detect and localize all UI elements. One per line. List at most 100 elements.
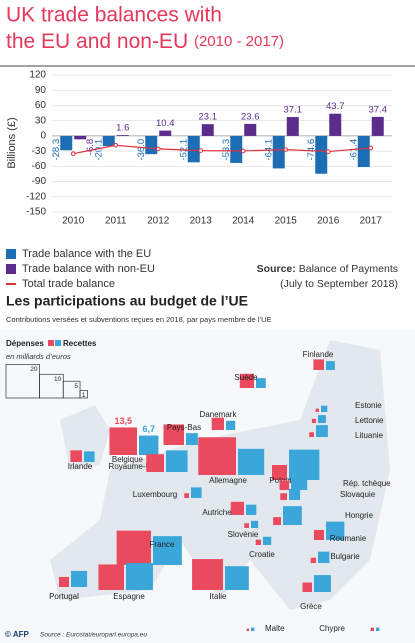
receipt-square bbox=[263, 536, 272, 545]
value-label: 23.6 bbox=[241, 111, 260, 122]
value-label: 13,5 bbox=[114, 416, 132, 426]
infographic-title: Les participations au budget de l’UE bbox=[6, 293, 248, 309]
country-label: Slovaquie bbox=[340, 490, 376, 499]
value-label: -53.3 bbox=[221, 139, 232, 161]
x-tick-label: 2014 bbox=[232, 216, 255, 227]
country-label: Pays-Bas bbox=[167, 423, 201, 432]
title-line: the EU and non-EU bbox=[6, 30, 188, 53]
size-legend-square bbox=[62, 380, 81, 399]
country-label: Finlande bbox=[303, 350, 334, 359]
y-tick-label: -120 bbox=[26, 191, 46, 202]
value-label: 10.4 bbox=[156, 118, 175, 129]
expense-square bbox=[280, 493, 287, 500]
total-point bbox=[368, 145, 374, 151]
y-tick-label: 90 bbox=[35, 85, 47, 96]
y-tick-label: -30 bbox=[32, 146, 47, 157]
unit-label: en milliards d’euros bbox=[6, 352, 71, 361]
legend-swatch bbox=[55, 340, 61, 346]
expense-square bbox=[98, 564, 124, 590]
value-label: 37.4 bbox=[369, 104, 388, 115]
legend-label: Trade balance with the EU bbox=[22, 248, 151, 260]
expense-square bbox=[315, 408, 319, 412]
size-legend-square bbox=[79, 390, 88, 399]
expense-square bbox=[116, 530, 151, 565]
total-point bbox=[198, 148, 204, 153]
country-label: Portugal bbox=[49, 592, 79, 601]
country-label: Royaume-Uni bbox=[109, 462, 158, 471]
legend-swatch bbox=[6, 264, 16, 274]
country-label: Danemark bbox=[200, 410, 238, 419]
expense-square bbox=[109, 427, 137, 455]
bar bbox=[201, 124, 214, 136]
receipt-square bbox=[225, 566, 249, 590]
y-tick-label: -150 bbox=[26, 207, 46, 218]
bar bbox=[286, 117, 299, 136]
bar bbox=[315, 135, 328, 174]
receipt-square bbox=[126, 563, 153, 590]
receipt-square bbox=[251, 627, 255, 631]
credit: © AFP bbox=[5, 630, 29, 639]
source-note: (July to September 2018) bbox=[280, 278, 398, 290]
expense-square bbox=[192, 559, 223, 590]
expense-square bbox=[310, 557, 316, 563]
receipt-square bbox=[226, 420, 236, 430]
country-label: Lettonie bbox=[355, 416, 384, 425]
receipt-square bbox=[256, 378, 266, 388]
expense-square bbox=[163, 424, 184, 445]
expense-square bbox=[370, 627, 374, 631]
x-tick-label: 2016 bbox=[317, 216, 340, 227]
source-label: Source: bbox=[257, 263, 296, 275]
expense-square bbox=[244, 523, 249, 528]
y-tick-label: 0 bbox=[40, 131, 46, 142]
expense-square bbox=[302, 582, 312, 592]
source: Source: Balance of Payments bbox=[257, 263, 398, 275]
country-label: Hongrie bbox=[345, 511, 374, 520]
receipt-square bbox=[246, 504, 257, 515]
size-legend-label: 1 bbox=[82, 392, 86, 399]
expense-square bbox=[309, 432, 314, 437]
receipt-square bbox=[166, 450, 188, 472]
receipt-square bbox=[316, 425, 328, 437]
bar bbox=[371, 116, 384, 136]
y-tick-label: -60 bbox=[32, 161, 47, 172]
country-label: Italie bbox=[210, 592, 227, 601]
legend-label: Dépenses bbox=[6, 339, 44, 348]
country-label: Estonie bbox=[355, 401, 382, 410]
country-label: Slovénie bbox=[228, 530, 259, 539]
receipt-square bbox=[191, 487, 202, 498]
value-label: 37.1 bbox=[284, 105, 303, 116]
country-label: Irlande bbox=[68, 462, 93, 471]
country-label: Belgique bbox=[112, 455, 144, 464]
receipt-square bbox=[318, 415, 326, 423]
total-point bbox=[113, 142, 119, 148]
expense-square bbox=[255, 539, 261, 545]
country-label: Luxembourg bbox=[133, 490, 177, 499]
value-label: 23.1 bbox=[199, 112, 218, 123]
total-point bbox=[283, 147, 289, 152]
receipt-square bbox=[326, 361, 335, 370]
value-label: 6,7 bbox=[142, 424, 155, 434]
country-label: Autriche bbox=[202, 508, 232, 517]
expense-square bbox=[198, 437, 236, 475]
country-label: Roumanie bbox=[330, 534, 367, 543]
receipt-square bbox=[318, 551, 330, 563]
expense-square bbox=[311, 418, 316, 423]
expense-square bbox=[279, 480, 289, 490]
x-tick-label: 2013 bbox=[190, 216, 213, 227]
receipt-square bbox=[84, 451, 95, 462]
bar bbox=[159, 130, 172, 136]
receipt-square bbox=[238, 448, 265, 475]
size-legend-label: 10 bbox=[54, 376, 62, 383]
value-label: -74.6 bbox=[306, 139, 317, 161]
x-tick-label: 2010 bbox=[62, 216, 85, 227]
country-label: Rép. tchèque bbox=[343, 479, 391, 488]
receipt-square bbox=[291, 473, 308, 490]
expense-square bbox=[230, 501, 244, 515]
total-line bbox=[73, 144, 371, 155]
expense-square bbox=[184, 493, 189, 498]
country-label: Bulgarie bbox=[330, 552, 360, 561]
size-legend-label: 5 bbox=[74, 383, 78, 390]
total-point bbox=[325, 149, 331, 154]
total-point bbox=[155, 146, 161, 152]
